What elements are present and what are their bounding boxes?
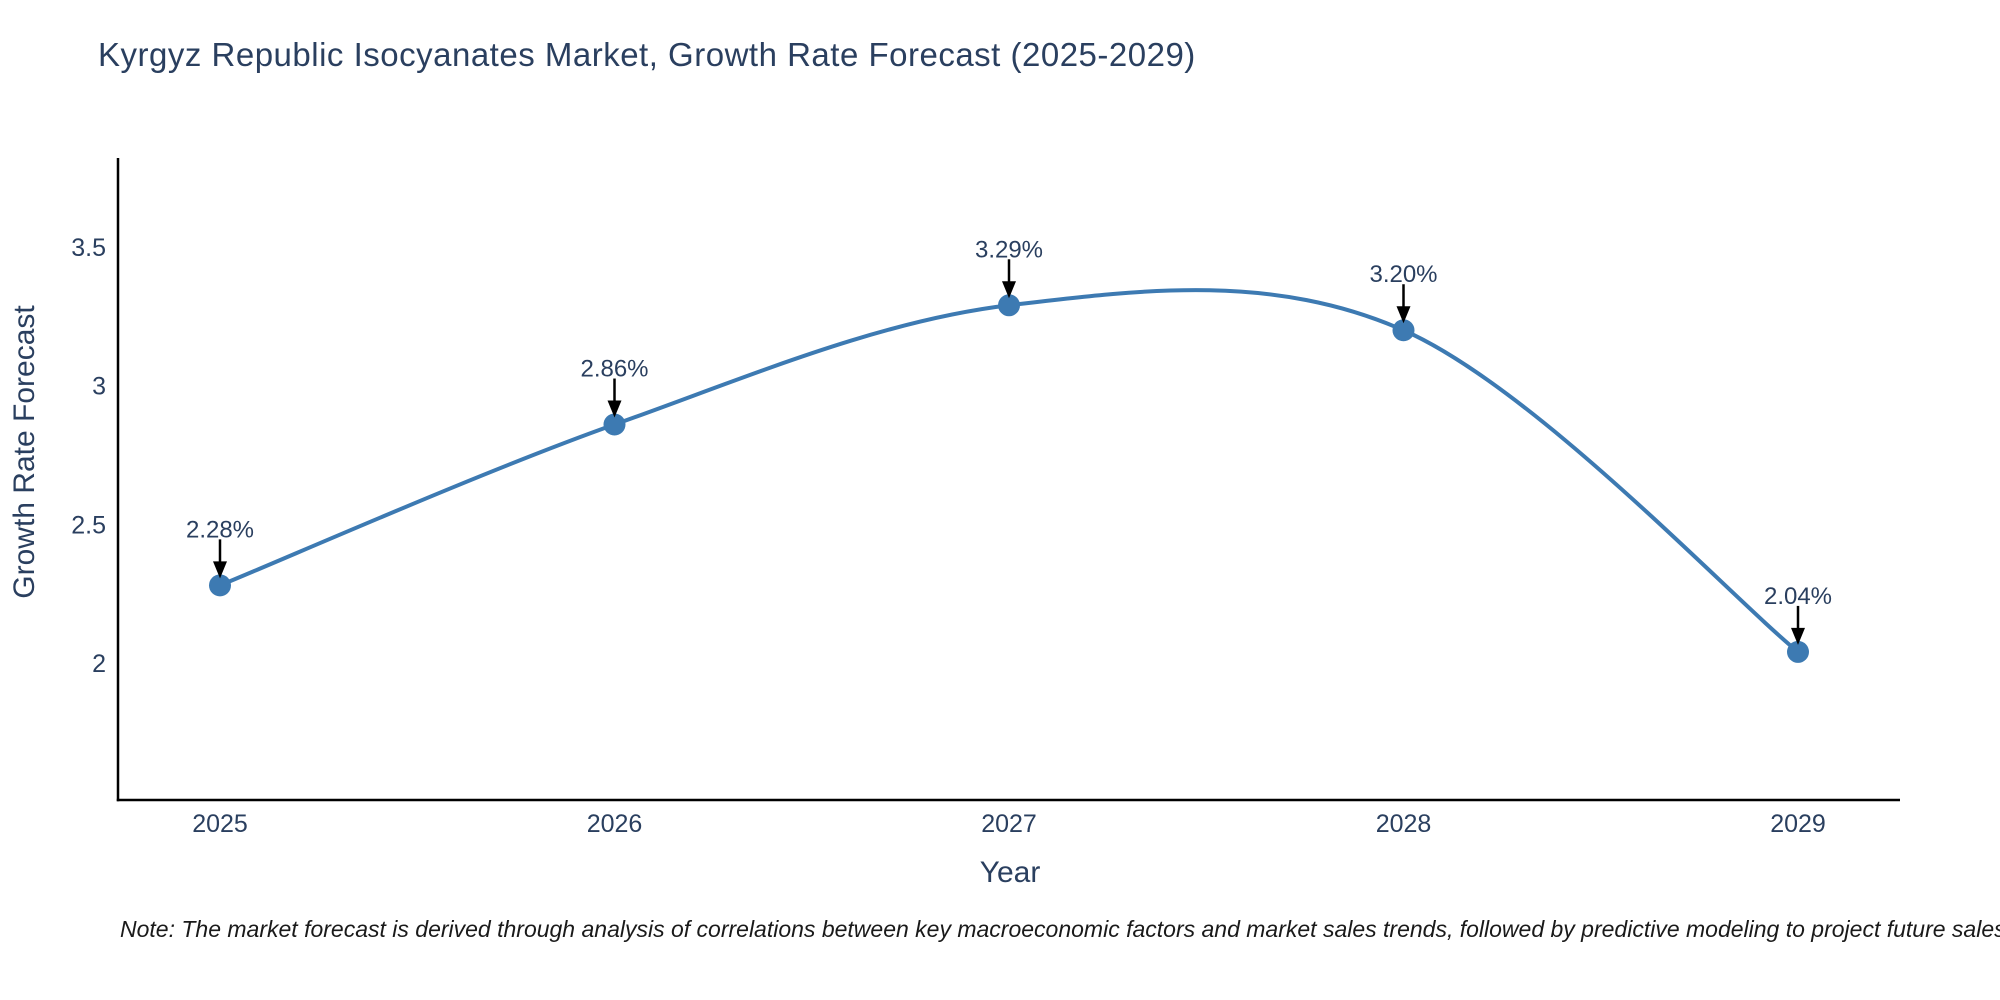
y-tick-label: 3.5 — [71, 234, 106, 262]
data-point-marker-2026 — [603, 413, 626, 436]
annotation-arrowhead-2025 — [213, 561, 227, 579]
y-tick-label: 2.5 — [71, 511, 106, 539]
x-tick-label: 2028 — [1376, 810, 1432, 838]
data-point-marker-2025 — [209, 574, 231, 597]
x-tick-label: 2025 — [192, 810, 248, 838]
annotation-label-2028: 3.20% — [1369, 261, 1437, 288]
x-tick-label: 2027 — [981, 810, 1037, 838]
trend-line — [218, 288, 1800, 654]
annotation-arrowhead-2026 — [607, 400, 622, 418]
y-tick-label: 2 — [92, 650, 106, 678]
annotation-label-2029: 2.04% — [1764, 583, 1832, 610]
x-axis-title: Year — [979, 856, 1041, 889]
y-tick-label: 3 — [92, 373, 106, 401]
annotation-label-2025: 2.28% — [186, 516, 254, 543]
data-point-marker-2029 — [1787, 640, 1809, 663]
annotation-arrowhead-2028 — [1396, 306, 1411, 324]
data-point-marker-2028 — [1392, 319, 1415, 342]
annotation-label-2027: 3.29% — [975, 236, 1043, 263]
data-point-marker-2027 — [998, 294, 1020, 317]
footnote: Note: The market forecast is derived thr… — [120, 916, 2000, 942]
annotation-label-2026: 2.86% — [580, 356, 648, 383]
annotation-arrowhead-2027 — [1002, 281, 1016, 299]
x-tick-label: 2029 — [1770, 810, 1826, 838]
chart-title: Kyrgyz Republic Isocyanates Market, Grow… — [98, 36, 1196, 73]
x-tick-label: 2026 — [587, 810, 643, 838]
annotation-arrowhead-2029 — [1791, 627, 1805, 645]
